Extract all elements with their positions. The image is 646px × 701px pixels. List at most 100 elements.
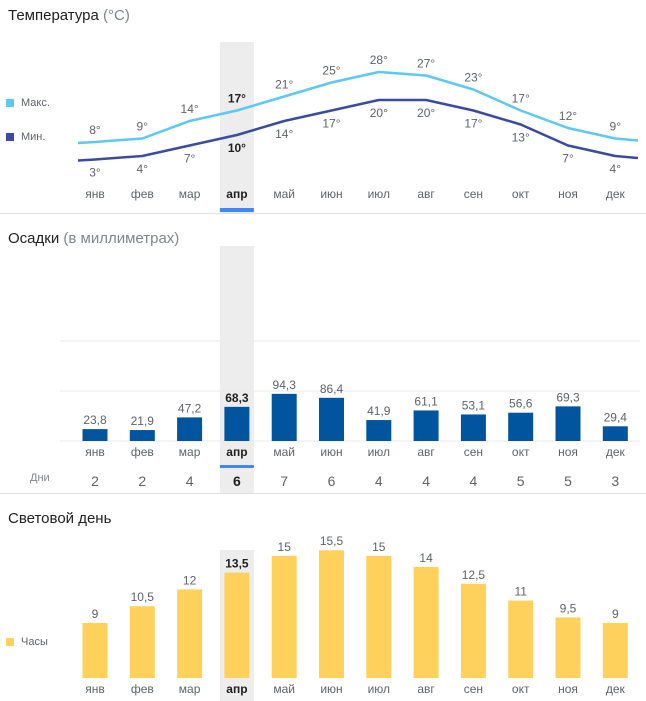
precipitation-month-label[interactable]: июл	[368, 445, 390, 459]
precipitation-value-label: 69,3	[556, 390, 580, 404]
min-temperature-label: 7°	[562, 152, 574, 166]
daylight-month-label[interactable]: июл	[368, 682, 390, 696]
precipitation-value-label: 29,4	[604, 410, 628, 424]
daylight-month-label[interactable]: сен	[464, 682, 483, 696]
temperature-month-label[interactable]: авг	[417, 187, 435, 201]
daylight-month-label[interactable]: апр	[226, 682, 247, 696]
max-temperature-label: 17°	[512, 92, 530, 106]
precipitation-month-label[interactable]: май	[273, 445, 295, 459]
precipitation-value-label: 23,8	[83, 413, 107, 427]
rainy-days-value: 2	[138, 473, 146, 489]
daylight-month-label[interactable]: янв	[85, 682, 105, 696]
daylight-bar[interactable]	[224, 572, 250, 678]
daylight-value-label: 15,5	[320, 534, 344, 548]
daylight-month-label[interactable]: май	[273, 682, 295, 696]
precipitation-bar[interactable]	[319, 397, 344, 441]
precipitation-bar[interactable]	[602, 426, 628, 441]
temperature-section: 8° 9° 14° 17° 21° 25° 28° 27° 23° 17° 12° 9° 3° 4° 7° 1…	[0, 0, 646, 213]
daylight-value-label: 9,5	[560, 601, 577, 615]
precipitation-bar[interactable]	[224, 406, 250, 441]
precipitation-bar[interactable]	[508, 412, 534, 441]
precipitation-value-label: 21,9	[131, 414, 155, 428]
precipitation-month-label[interactable]: мар	[179, 445, 201, 459]
daylight-value-label: 10,5	[131, 590, 155, 604]
precipitation-bar[interactable]	[177, 417, 203, 441]
min-temperature-label: 4°	[137, 162, 149, 176]
days-label: Дни	[30, 472, 50, 484]
temperature-month-label[interactable]: мар	[179, 187, 201, 201]
daylight-month-label[interactable]: дек	[606, 682, 626, 696]
max-temperature-label: 28°	[370, 53, 388, 67]
min-temperature-label: 3°	[89, 166, 101, 180]
precipitation-value-label: 56,6	[509, 397, 533, 411]
temperature-month-label[interactable]: июн	[320, 187, 342, 201]
daylight-bar[interactable]	[460, 583, 486, 678]
temperature-month-label[interactable]: окт	[512, 187, 530, 201]
precipitation-month-label[interactable]: дек	[606, 445, 626, 459]
daylight-bar[interactable]	[555, 617, 581, 678]
daylight-value-label: 15	[372, 540, 386, 554]
daylight-bar[interactable]	[413, 567, 439, 678]
temperature-month-label[interactable]: янв	[85, 187, 105, 201]
min-temperature-label: 17°	[322, 117, 340, 131]
temperature-unit: (°C)	[103, 7, 130, 24]
daylight-bar[interactable]	[82, 623, 108, 678]
legend-hours: Часы	[6, 636, 48, 648]
precipitation-month-label[interactable]: янв	[85, 445, 105, 459]
precipitation-value-label: 53,1	[462, 398, 486, 412]
precipitation-month-label[interactable]: ноя	[558, 445, 578, 459]
precipitation-month-label[interactable]: окт	[512, 445, 530, 459]
rainy-days-value: 4	[422, 473, 430, 489]
rainy-days-value: 6	[233, 473, 241, 489]
precipitation-value-label: 68,3	[225, 391, 249, 405]
daylight-month-label[interactable]: авг	[417, 682, 435, 696]
min-temperature-label: 7°	[184, 152, 196, 166]
precipitation-bar[interactable]	[413, 410, 439, 441]
temperature-month-label[interactable]: сен	[464, 187, 483, 201]
precipitation-bar[interactable]	[82, 429, 108, 441]
precipitation-value-label: 47,2	[178, 401, 202, 415]
precipitation-month-label[interactable]: авг	[417, 445, 435, 459]
daylight-bar[interactable]	[177, 589, 203, 678]
precipitation-month-label[interactable]: сен	[464, 445, 483, 459]
temperature-month-label[interactable]: фев	[131, 187, 154, 201]
precipitation-bar[interactable]	[129, 430, 155, 441]
daylight-month-label[interactable]: июн	[320, 682, 342, 696]
precipitation-month-label[interactable]: апр	[226, 445, 247, 459]
precipitation-bar[interactable]	[366, 420, 392, 441]
daylight-bar[interactable]	[366, 555, 392, 678]
daylight-value-label: 13,5	[225, 557, 249, 571]
precipitation-month-label[interactable]: фев	[131, 445, 154, 459]
daylight-bar[interactable]	[602, 623, 628, 678]
max-temperature-line	[77, 70, 639, 145]
temperature-title: Температура (°C)	[8, 7, 130, 24]
temperature-month-label[interactable]: дек	[606, 187, 626, 201]
precipitation-bar[interactable]	[555, 406, 581, 441]
max-temperature-label: 9°	[137, 120, 149, 134]
max-temperature-label: 23°	[464, 71, 482, 85]
rainy-days-value: 4	[375, 473, 383, 489]
precipitation-month-label[interactable]: июн	[320, 445, 342, 459]
rainy-days-value: 4	[186, 473, 194, 489]
temperature-month-label[interactable]: ноя	[558, 187, 578, 201]
temperature-month-label[interactable]: май	[273, 187, 295, 201]
daylight-bar[interactable]	[129, 606, 155, 678]
daylight-month-label[interactable]: мар	[179, 682, 201, 696]
rainy-days-value: 3	[611, 473, 619, 489]
temperature-chart: 8° 9° 14° 17° 21° 25° 28° 27° 23° 17° 12° 9° 3° 4° 7° 1…	[77, 42, 639, 213]
daylight-bar[interactable]	[319, 550, 344, 678]
daylight-value-label: 14	[419, 551, 433, 565]
temperature-month-label[interactable]: апр	[226, 187, 247, 201]
daylight-bar[interactable]	[271, 555, 297, 678]
precipitation-bar[interactable]	[271, 393, 297, 441]
daylight-month-label[interactable]: фев	[131, 682, 154, 696]
daylight-value-label: 9	[612, 607, 619, 621]
daylight-bar[interactable]	[508, 600, 534, 678]
daylight-value-label: 15	[278, 540, 292, 554]
daylight-month-label[interactable]: ноя	[558, 682, 578, 696]
precipitation-value-label: 86,4	[320, 382, 344, 396]
daylight-month-label[interactable]: окт	[512, 682, 530, 696]
min-temperature-label: 13°	[512, 131, 530, 145]
temperature-month-label[interactable]: июл	[368, 187, 390, 201]
precipitation-bar[interactable]	[460, 414, 486, 441]
